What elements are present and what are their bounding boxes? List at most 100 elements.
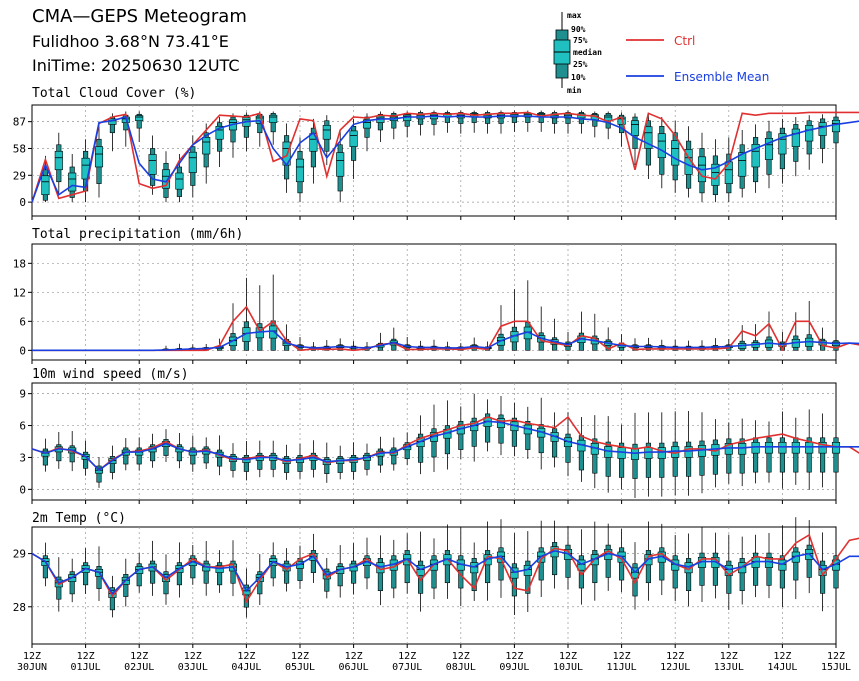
- box-outer: [377, 558, 383, 592]
- box-41: [577, 311, 586, 351]
- box-inner: [148, 154, 157, 175]
- box-24: [349, 341, 358, 351]
- box-inner: [831, 119, 841, 133]
- box-36: [510, 533, 519, 616]
- xtick-label-time: 12Z: [23, 651, 41, 662]
- box-inner: [604, 114, 613, 122]
- box-36: [510, 289, 519, 351]
- box-inner: [416, 564, 425, 576]
- box-inner: [322, 125, 331, 140]
- box-inner: [764, 138, 774, 160]
- box-outer: [217, 449, 223, 467]
- box-outer: [552, 428, 558, 458]
- box-outer: [766, 552, 772, 586]
- box-outer: [632, 443, 638, 479]
- box-outer: [284, 560, 290, 584]
- box-outer: [806, 437, 812, 473]
- box-28: [403, 432, 412, 466]
- box-outer: [444, 550, 450, 584]
- box-55: [764, 311, 774, 351]
- box-48: [671, 120, 680, 193]
- box-inner: [738, 152, 747, 177]
- box-outer: [726, 560, 732, 594]
- box-outer: [351, 560, 357, 584]
- box-outer: [511, 417, 517, 447]
- box-inner: [764, 441, 774, 454]
- box-49: [684, 410, 693, 496]
- box-outer: [96, 465, 102, 483]
- box-inner: [188, 151, 197, 173]
- ensemble-mean-line: [31, 115, 859, 203]
- box-inner: [54, 150, 63, 171]
- xtick-label-time: 12Z: [184, 651, 202, 662]
- box-inner: [362, 119, 372, 129]
- xtick-label-time: 12Z: [559, 651, 577, 662]
- xtick-label-time: 12Z: [291, 651, 309, 662]
- box-outer: [163, 571, 169, 595]
- box-inner: [202, 137, 211, 155]
- box-inner: [577, 559, 586, 571]
- ytick-label: 18: [13, 257, 26, 270]
- box-outer: [404, 550, 410, 584]
- box-13: [202, 123, 211, 184]
- box-inner: [336, 152, 345, 177]
- box-outer: [310, 550, 316, 573]
- box-outer: [833, 437, 839, 473]
- box-10: [161, 429, 171, 463]
- box-inner: [818, 441, 827, 454]
- box-inner: [644, 126, 653, 149]
- panel-0: Total Cloud Cover (%) 0 29 58 87: [13, 86, 859, 220]
- box-inner: [68, 172, 77, 192]
- box-55: [764, 421, 774, 483]
- box-39: [550, 412, 559, 468]
- box-outer: [471, 558, 477, 592]
- box-outer: [645, 550, 651, 584]
- box-37: [523, 531, 532, 613]
- box-outer: [176, 562, 182, 586]
- box-13: [202, 437, 211, 469]
- box-43: [604, 111, 613, 140]
- legend: max 90% 75% median 25% 10% min Ctrl Ense…: [553, 11, 769, 95]
- legend-label-p75: 75%: [573, 36, 588, 45]
- box-outer: [150, 560, 156, 584]
- box-outer: [779, 555, 785, 589]
- box-26: [376, 332, 385, 351]
- box-14: [215, 550, 224, 593]
- box-20: [295, 545, 305, 589]
- box-46: [644, 412, 653, 497]
- box-12: [188, 435, 197, 472]
- box-10: [161, 151, 171, 203]
- box-59: [818, 327, 827, 351]
- box-17: [255, 285, 264, 351]
- box-outer: [779, 437, 785, 473]
- ytick-label: 3: [19, 451, 26, 464]
- xtick-label-date: 06JUL: [339, 662, 369, 673]
- panel-title: Total precipitation (mm/6h): [32, 227, 243, 242]
- box-outer: [485, 413, 491, 443]
- box-outer: [619, 442, 625, 478]
- box-53: [738, 536, 747, 605]
- box-17: [255, 440, 264, 478]
- box-inner: [791, 128, 800, 147]
- xtick-label-date: 30JUN: [17, 662, 47, 673]
- panel-3: 2m Temp (°C) 28 29: [13, 511, 859, 648]
- box-12: [188, 544, 197, 585]
- box-inner: [684, 446, 693, 458]
- box-outer: [83, 562, 89, 586]
- xtick-label-time: 12Z: [613, 651, 631, 662]
- ytick-label: 29: [13, 169, 26, 182]
- box-1: [41, 155, 50, 203]
- box-outer: [686, 441, 692, 477]
- box-1: [41, 438, 50, 472]
- legend-label-p10: 10%: [571, 73, 586, 82]
- box-41: [577, 417, 586, 482]
- box-33: [470, 393, 479, 462]
- box-outer: [659, 442, 665, 478]
- xtick-label-time: 12Z: [130, 651, 148, 662]
- ytick-label: 12: [13, 286, 26, 299]
- box-42: [590, 415, 599, 489]
- box-outer: [471, 417, 477, 447]
- box-24: [349, 543, 358, 595]
- legend-mean-label: Ensemble Mean: [674, 70, 769, 84]
